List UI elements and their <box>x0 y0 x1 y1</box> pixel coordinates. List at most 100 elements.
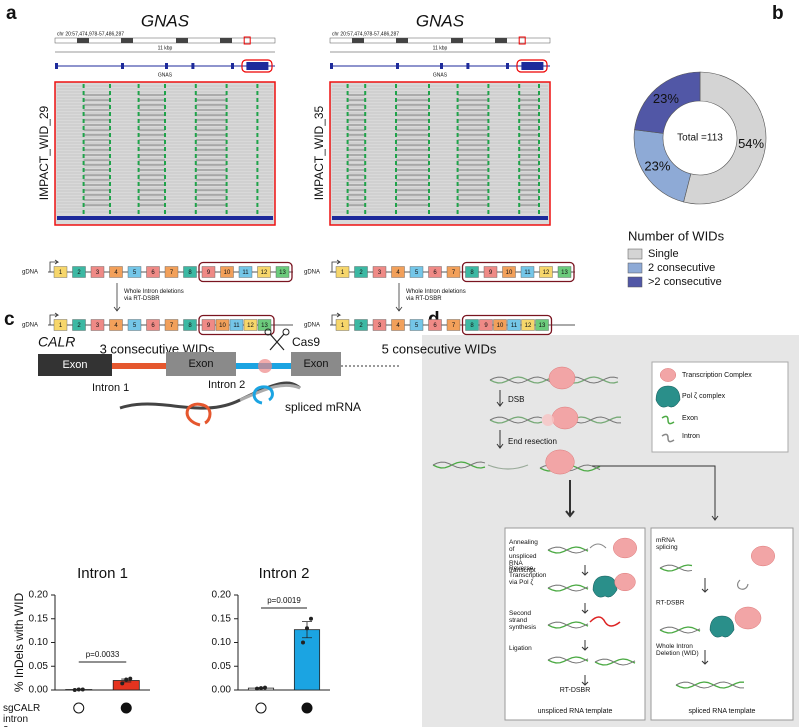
label: 3 <box>378 323 382 329</box>
track-exon <box>396 63 399 69</box>
label: 2 <box>359 323 363 329</box>
wid-box <box>198 314 275 336</box>
ideogram-band <box>77 38 89 43</box>
exon <box>72 319 86 331</box>
label: 4 <box>114 270 118 276</box>
read-panel <box>329 81 551 226</box>
label: 9 <box>484 323 488 329</box>
track-exon <box>506 63 509 69</box>
track-exon <box>55 63 58 69</box>
tss-arrow <box>49 312 60 325</box>
exon <box>90 266 105 278</box>
label: 0.00 <box>29 685 49 696</box>
label: 11 kbp <box>433 45 448 51</box>
dna <box>547 656 589 664</box>
data-point <box>259 686 263 691</box>
exon <box>446 319 461 331</box>
coverage-bar <box>57 216 273 220</box>
label: mRNA splicing <box>656 537 678 551</box>
label: 10 <box>497 323 504 329</box>
label: 5 <box>415 323 419 329</box>
label: 23% <box>644 158 670 173</box>
label: 0.00 <box>212 685 232 696</box>
arrow <box>496 390 504 407</box>
dsb <box>542 414 554 426</box>
legend-swatch <box>627 262 643 274</box>
label: 11 <box>511 323 518 329</box>
label: p=0.0019 <box>267 596 301 605</box>
dna <box>675 681 745 689</box>
dna <box>489 416 543 424</box>
exon <box>109 319 123 331</box>
dna <box>547 546 589 554</box>
label: b <box>772 3 784 24</box>
exon <box>53 319 68 331</box>
exon <box>520 266 535 278</box>
ideogram-band <box>121 38 133 43</box>
exon <box>372 319 387 331</box>
label: 3 <box>96 270 100 276</box>
exon <box>391 319 405 331</box>
label: 7 <box>452 270 456 276</box>
arrow <box>581 675 589 686</box>
dna <box>594 658 636 666</box>
donut-slice <box>634 71 701 134</box>
tss-arrow <box>49 259 60 272</box>
label: 2 <box>359 270 363 276</box>
group-symbol <box>301 702 313 714</box>
label: 13 <box>279 270 286 276</box>
intron-icon <box>661 433 675 443</box>
dna <box>659 626 701 634</box>
label: Whole Intron deletions via RT-DSBR <box>406 289 466 302</box>
exon <box>127 319 142 331</box>
label: gDNA <box>22 323 38 329</box>
transcription-complex <box>613 537 637 559</box>
dna <box>432 461 486 469</box>
label: 7 <box>170 270 174 276</box>
label: 5 <box>133 323 137 329</box>
label: 13 <box>561 270 568 276</box>
exon-grey <box>166 352 236 376</box>
track-exon <box>330 63 333 69</box>
bar <box>293 629 321 691</box>
data-point <box>128 676 133 681</box>
data-point <box>80 687 85 692</box>
wid-box <box>461 261 575 283</box>
label: GNAS <box>433 72 448 78</box>
exon <box>335 319 350 331</box>
exon <box>164 319 179 331</box>
label: gDNA <box>304 270 320 276</box>
label: >2 consecutive <box>648 276 722 288</box>
data-point <box>255 686 259 691</box>
exon <box>502 266 516 278</box>
label: Ligation <box>509 645 532 652</box>
label: 7 <box>170 323 174 329</box>
data-point <box>120 681 125 686</box>
label: 8 <box>470 323 474 329</box>
track-exon <box>191 63 195 69</box>
arrow <box>581 603 589 614</box>
coverage-bar <box>332 216 548 220</box>
exon <box>257 319 272 331</box>
data-point <box>305 626 309 631</box>
exon <box>372 266 387 278</box>
label: a <box>6 3 17 24</box>
label: 10 <box>219 323 226 329</box>
exon-grey <box>291 352 341 376</box>
arrow <box>565 480 575 518</box>
ideogram-band <box>396 38 408 43</box>
exon <box>183 266 197 278</box>
dna <box>547 656 589 664</box>
scissors-ring <box>282 328 290 336</box>
exon <box>409 319 424 331</box>
exon <box>183 319 197 331</box>
transcription-complex <box>659 368 677 382</box>
branch <box>592 465 719 521</box>
exon <box>391 266 405 278</box>
lariat <box>737 579 749 590</box>
label: 2 <box>77 270 81 276</box>
label: CALR <box>38 334 75 350</box>
ideogram-marker <box>243 36 251 45</box>
label: 1 <box>341 323 345 329</box>
